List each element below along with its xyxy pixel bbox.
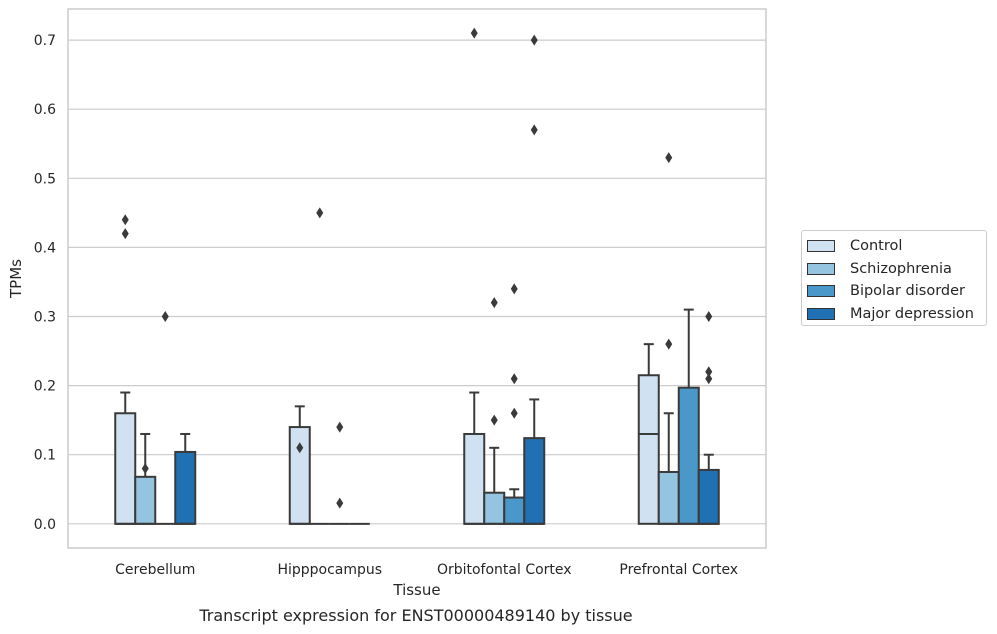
outlier-point — [665, 152, 673, 164]
x-tick-labels: Cerebellum Hipppocampus Orbitofontal Corte… — [115, 562, 738, 578]
outlier-point — [705, 311, 713, 323]
box-1-0 — [288, 405, 311, 525]
chart-svg: 0.0 0.1 0.2 0.3 0.4 0.5 0.6 0.7 Cerebellum Hippp… — [7, 8, 767, 599]
outlier-point — [490, 414, 498, 426]
box-2-3 — [523, 398, 546, 525]
plot-frame — [67, 8, 767, 549]
legend-label-control: Control — [850, 238, 903, 255]
box-body — [677, 386, 700, 525]
x-tick-label: Orbitofontal Cortex — [437, 562, 572, 578]
y-axis-label: TPMs — [7, 259, 25, 299]
box-3-2 — [677, 308, 700, 525]
legend-swatch-control — [807, 240, 835, 253]
box-body — [174, 450, 197, 525]
box-body — [523, 437, 546, 525]
box-body — [114, 412, 137, 525]
x-tick-label: Prefrontal Cortex — [619, 562, 738, 578]
box-body — [483, 491, 506, 525]
box-2-2 — [503, 488, 526, 525]
outlier-point — [121, 228, 129, 240]
outlier-point — [530, 34, 538, 46]
y-tick-labels: 0.0 0.1 0.2 0.3 0.4 0.5 0.6 0.7 — [34, 33, 56, 533]
legend-swatch-major-depression — [807, 307, 835, 320]
box-3-1 — [657, 412, 680, 525]
box-0-3 — [174, 432, 197, 525]
outlier-point — [161, 311, 169, 323]
outlier-point — [510, 283, 518, 295]
legend-label-bipolar-disorder: Bipolar disorder — [850, 283, 965, 300]
outlier-point — [141, 463, 149, 475]
legend-item-major-depression: Major depression — [807, 303, 986, 326]
y-tick-label: 0.6 — [34, 102, 56, 118]
outlier-point — [470, 27, 478, 39]
boxes — [114, 308, 720, 525]
gridlines — [68, 39, 766, 525]
box-3-0 — [637, 343, 660, 525]
box-body — [637, 374, 660, 525]
x-tick-label: Cerebellum — [115, 562, 195, 578]
x-axis-label: Tissue — [392, 581, 440, 599]
outlier-point — [665, 338, 673, 350]
chart-caption: Transcript expression for ENST0000048914… — [199, 606, 633, 625]
outlier-point — [530, 124, 538, 136]
outlier-point — [316, 207, 324, 219]
y-tick-label: 0.2 — [34, 379, 56, 395]
outlier-point — [296, 442, 304, 454]
box-body — [657, 470, 680, 525]
outlier-point — [490, 297, 498, 309]
legend-item-schizophrenia: Schizophrenia — [807, 258, 986, 281]
outlier-point — [705, 373, 713, 385]
outlier-point — [336, 497, 344, 509]
box-2-0 — [463, 391, 486, 525]
box-0-0 — [114, 391, 137, 525]
y-tick-label: 0.4 — [34, 240, 56, 256]
legend: Control Schizophrenia Bipolar disorder M… — [801, 230, 987, 326]
legend-swatch-bipolar-disorder — [807, 285, 835, 298]
box-body — [288, 426, 311, 525]
y-tick-label: 0.3 — [34, 310, 56, 326]
box-body — [463, 432, 486, 525]
outlier-point — [336, 421, 344, 433]
legend-swatch-schizophrenia — [807, 262, 835, 275]
y-tick-label: 0.0 — [34, 517, 56, 533]
box-2-1 — [483, 446, 506, 525]
outlier-point — [510, 407, 518, 419]
y-tick-label: 0.7 — [34, 33, 56, 49]
legend-label-schizophrenia: Schizophrenia — [850, 260, 952, 277]
outlier-point — [121, 214, 129, 226]
y-tick-label: 0.1 — [34, 448, 56, 464]
outliers — [121, 27, 713, 509]
y-tick-label: 0.5 — [34, 171, 56, 187]
box-body — [134, 475, 157, 525]
box-3-3 — [697, 453, 720, 525]
outlier-point — [705, 366, 713, 378]
legend-item-control: Control — [807, 235, 986, 258]
x-tick-label: Hipppocampus — [277, 562, 382, 578]
outlier-point — [510, 373, 518, 385]
box-body — [697, 468, 720, 525]
box-0-1 — [134, 432, 157, 525]
box-body — [503, 496, 526, 525]
legend-item-bipolar-disorder: Bipolar disorder — [807, 280, 986, 303]
legend-label-major-depression: Major depression — [850, 305, 974, 322]
